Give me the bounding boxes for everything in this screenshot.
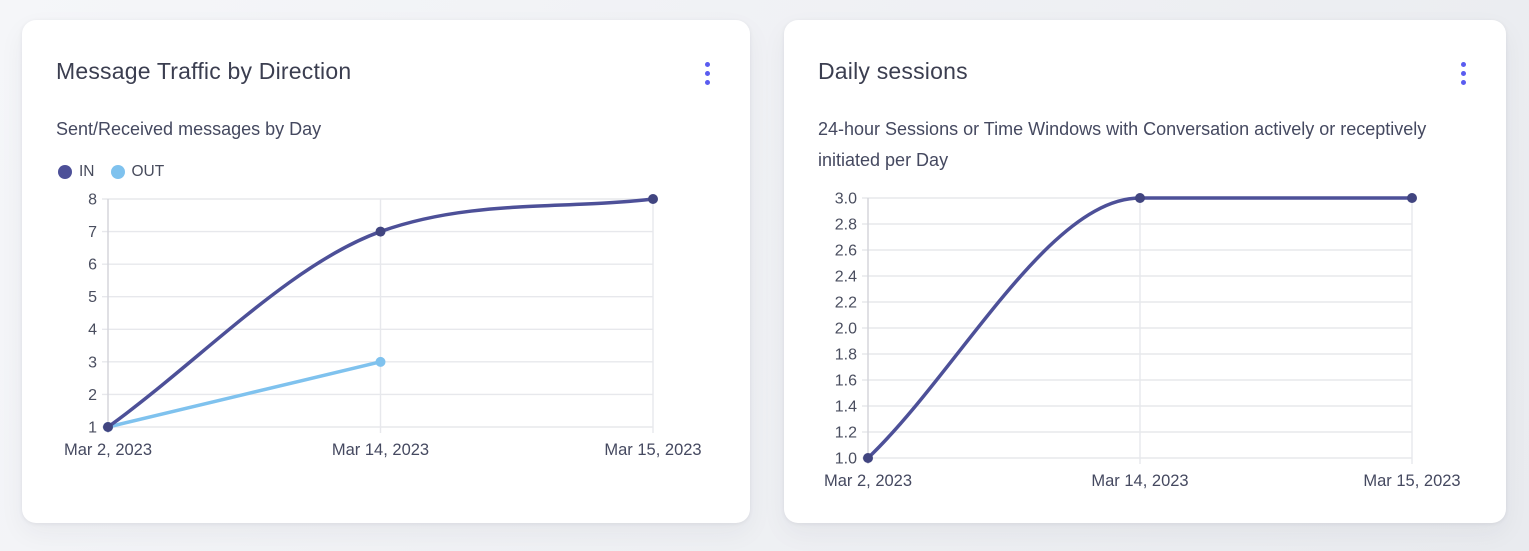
x-tick-label: Mar 2, 2023 <box>64 441 152 459</box>
y-tick-label: 2.2 <box>835 294 857 311</box>
legend-item-out[interactable]: OUT <box>110 163 165 181</box>
message-traffic-card: Message Traffic by Direction Sent/Receiv… <box>22 20 750 523</box>
data-point-Daily sessions[interactable] <box>1407 193 1417 203</box>
daily-sessions-chart[interactable]: 1.0 1.2 1.4 1.6 1.8 2.0 2.2 2.4 2.6 2.8 3.0 Mar 2, … <box>818 188 1472 496</box>
x-tick-label: Mar 14, 2023 <box>332 441 429 459</box>
x-tick-label: Mar 2, 2023 <box>824 472 912 490</box>
y-tick-label: 1.0 <box>835 450 857 467</box>
card-menu-button[interactable] <box>699 58 716 89</box>
daily-sessions-card: Daily sessions 24-hour Sessions or Time … <box>784 20 1506 523</box>
data-point-OUT[interactable] <box>375 356 386 367</box>
y-tick-label: 5 <box>88 289 97 306</box>
legend-label-in: IN <box>79 163 95 180</box>
series-line-Daily sessions <box>866 196 1414 460</box>
y-tick-label: 7 <box>88 224 97 241</box>
series-line-OUT <box>106 360 383 429</box>
y-tick-label: 2.0 <box>835 320 857 337</box>
chart-area: 1 2 3 4 5 6 7 8 Mar 2, 2023 Mar 14, 2023 Mar 15, 2… <box>56 189 716 474</box>
legend-item-in[interactable]: IN <box>58 163 95 181</box>
y-tick-label: 3.0 <box>835 190 857 207</box>
kebab-menu-icon <box>705 62 710 85</box>
data-point-IN[interactable] <box>648 194 658 204</box>
y-tick-label: 1.8 <box>835 346 857 363</box>
card-menu-button[interactable] <box>1455 58 1472 89</box>
y-tick-label: 1.4 <box>835 398 857 415</box>
x-tick-label: Mar 14, 2023 <box>1091 472 1188 490</box>
y-tick-label: 6 <box>88 257 97 274</box>
chart-legend: IN OUT <box>58 161 716 183</box>
y-tick-label: 3 <box>88 354 97 371</box>
y-tick-label: 1 <box>88 419 97 436</box>
data-point-Daily sessions[interactable] <box>1135 193 1145 203</box>
y-tick-label: 1.6 <box>835 372 857 389</box>
legend-label-out: OUT <box>131 163 165 180</box>
y-tick-label: 2 <box>88 387 97 404</box>
x-tick-label: Mar 15, 2023 <box>604 441 701 459</box>
y-tick-label: 2.8 <box>835 216 857 233</box>
y-tick-label: 4 <box>88 322 97 339</box>
card-header: Message Traffic by Direction <box>56 56 716 89</box>
data-point-IN[interactable] <box>103 422 113 432</box>
card-title: Message Traffic by Direction <box>56 58 352 84</box>
card-subtitle: Sent/Received messages by Day <box>56 119 322 139</box>
kebab-menu-icon <box>1461 62 1466 85</box>
x-tick-label: Mar 15, 2023 <box>1363 472 1460 490</box>
chart-area: 1.0 1.2 1.4 1.6 1.8 2.0 2.2 2.4 2.6 2.8 3.0 Mar 2, … <box>818 188 1472 501</box>
y-tick-label: 1.2 <box>835 424 857 441</box>
data-point-Daily sessions[interactable] <box>863 453 873 463</box>
card-title: Daily sessions <box>818 58 968 84</box>
data-point-IN[interactable] <box>375 226 386 237</box>
legend-dot-in <box>58 165 72 179</box>
card-header: Daily sessions <box>818 56 1472 89</box>
message-traffic-chart[interactable]: 1 2 3 4 5 6 7 8 Mar 2, 2023 Mar 14, 2023 Mar 15, 2… <box>56 189 716 469</box>
y-tick-label: 8 <box>88 191 97 208</box>
y-tick-label: 2.6 <box>835 242 857 259</box>
y-tick-label: 2.4 <box>835 268 857 285</box>
legend-dot-out <box>110 165 125 179</box>
card-subtitle: 24-hour Sessions or Time Windows with Co… <box>818 119 1427 170</box>
